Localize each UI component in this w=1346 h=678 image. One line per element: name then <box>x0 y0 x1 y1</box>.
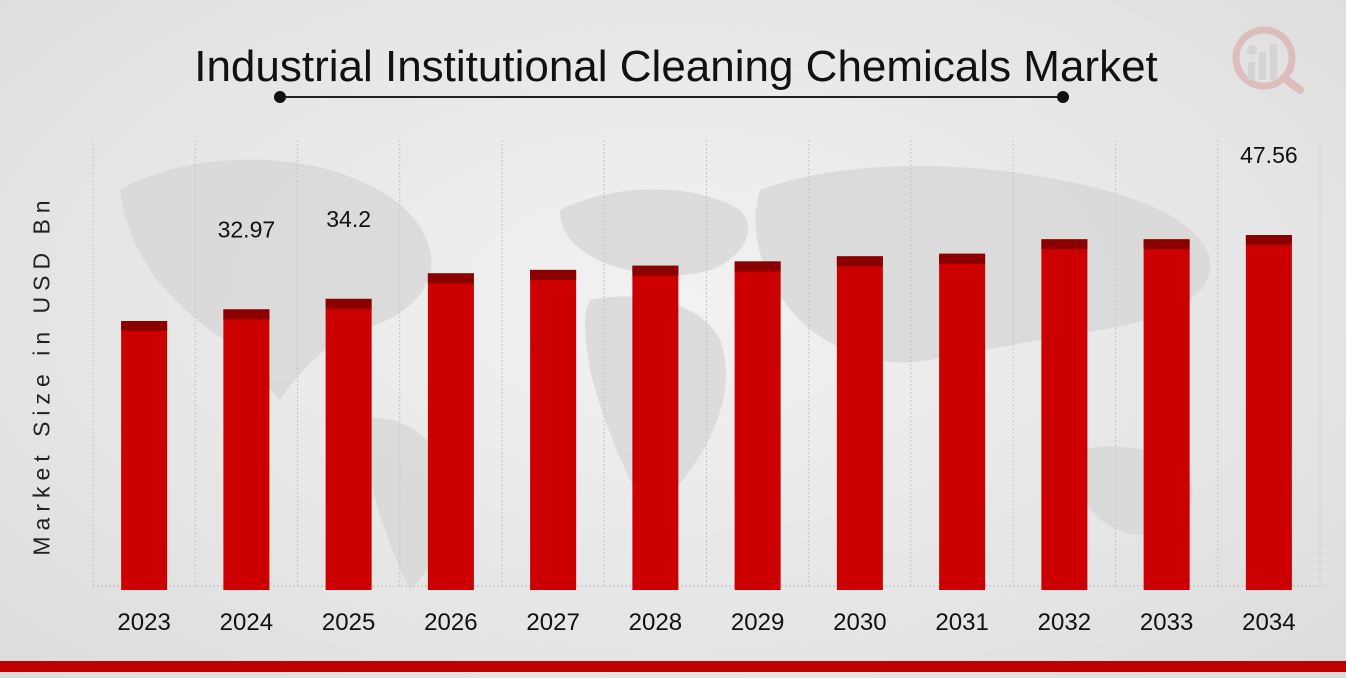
bar-cap-2026 <box>427 273 474 284</box>
bar-2029 <box>734 261 781 590</box>
data-label-2025: 34.2 <box>326 206 371 232</box>
data-label-2024: 32.97 <box>218 216 276 242</box>
bar-cap-2033 <box>1143 239 1190 250</box>
x-tick-label: 2032 <box>1038 609 1091 636</box>
bar-cap-2031 <box>939 253 986 264</box>
x-tick-label: 2033 <box>1140 609 1193 636</box>
bar-cap-2034 <box>1245 235 1292 245</box>
x-tick-label: 2027 <box>526 609 579 636</box>
bar-2030 <box>836 256 883 590</box>
bar-2026 <box>427 273 474 590</box>
bar-cap-2027 <box>530 269 577 280</box>
bar-cap-2025 <box>325 298 372 309</box>
x-tick-label: 2031 <box>935 609 988 636</box>
x-tick-label: 2030 <box>833 609 886 636</box>
x-tick-label: 2025 <box>322 609 375 636</box>
bar-cap-2032 <box>1041 239 1088 250</box>
bar-cap-2023 <box>121 320 168 331</box>
bar-cap-2030 <box>836 256 883 267</box>
x-tick-label: 2029 <box>731 609 784 636</box>
bar-2032 <box>1041 239 1088 590</box>
x-tick-label: 2034 <box>1242 609 1295 636</box>
bars <box>121 235 1292 591</box>
bar-cap-2029 <box>734 261 781 272</box>
x-tick-label: 2028 <box>629 609 682 636</box>
x-tick-labels: 2023 2024 2025 2026 2027 2028 2029 2030 2031 2032… <box>117 609 1295 636</box>
bar-2024 <box>223 309 270 590</box>
bar-2033 <box>1143 239 1190 590</box>
x-tick-label: 2024 <box>220 609 273 636</box>
data-label-2034: 47.56 <box>1240 142 1298 168</box>
bar-cap-2024 <box>223 309 270 320</box>
title-underline-left-dot <box>274 91 286 103</box>
chart-title: Industrial Institutional Cleaning Chemic… <box>194 42 1158 91</box>
chart-magnifier-logo-icon <box>1232 26 1304 94</box>
bar-2025 <box>325 298 372 590</box>
bottom-accent-bar <box>0 661 1346 672</box>
title-underline-right-dot <box>1057 91 1069 103</box>
bar-2034 <box>1245 235 1292 590</box>
bar-cap-2028 <box>632 265 679 276</box>
x-tick-label: 2026 <box>424 609 477 636</box>
bar-2023 <box>121 320 168 590</box>
data-labels: 32.97 34.2 47.56 <box>218 142 1298 242</box>
bar-2027 <box>530 269 577 590</box>
x-tick-label: 2023 <box>117 609 170 636</box>
bar-2028 <box>632 265 679 590</box>
bar-2031 <box>939 253 986 591</box>
